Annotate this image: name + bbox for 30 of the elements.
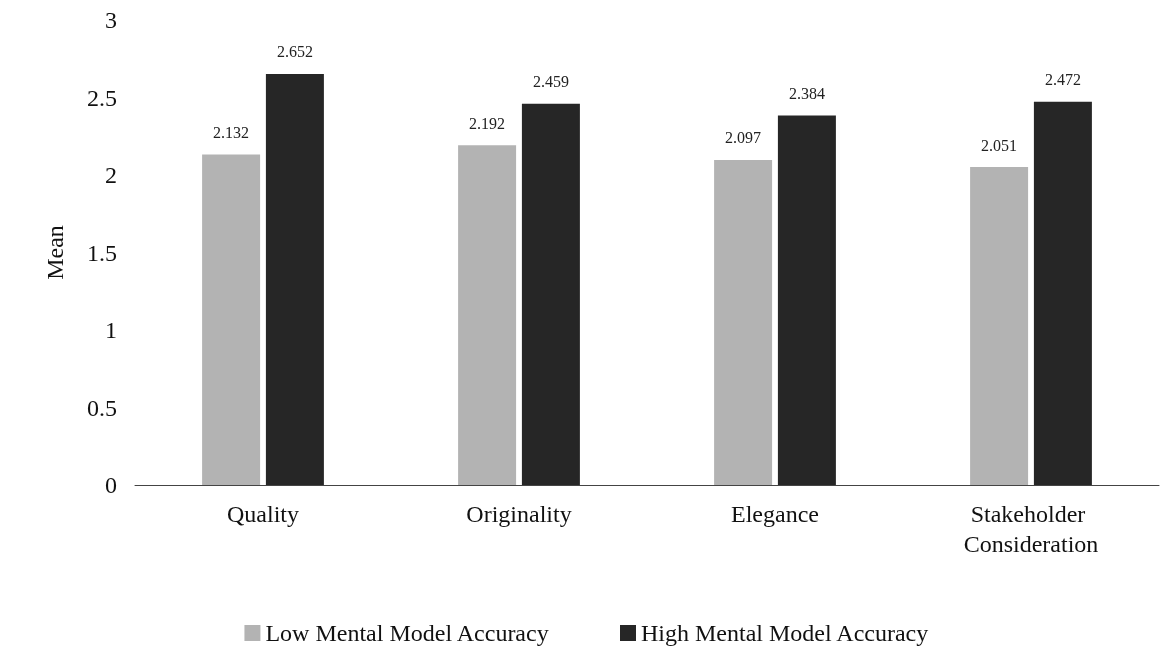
data-label: 2.459 [532, 73, 569, 91]
x-tick-label: Originality [466, 501, 572, 527]
y-tick-label: 1.5 [87, 239, 117, 266]
y-tick-label: 0.5 [87, 394, 117, 421]
y-tick-label: 0 [105, 472, 117, 498]
bar [777, 115, 836, 485]
data-label: 2.097 [725, 129, 762, 147]
bar [202, 154, 261, 485]
data-label: 2.384 [788, 84, 825, 102]
legend-label: Low Mental Model Accuracy [265, 620, 549, 646]
data-label: 2.051 [981, 136, 1018, 154]
y-tick-label: 3 [105, 7, 117, 33]
y-tick-label: 2 [105, 162, 117, 188]
bar [714, 159, 773, 485]
x-tick-label: Quality [227, 501, 299, 527]
x-tick-label: Stakeholder Consideration [963, 501, 1099, 557]
bar [970, 167, 1029, 485]
y-tick-label: 2.5 [87, 84, 117, 111]
bar [265, 73, 324, 485]
x-tick-label: Elegance [731, 501, 819, 527]
data-label: 2.192 [469, 114, 506, 132]
legend-label: High Mental Model Accuracy [641, 620, 929, 646]
bar [521, 103, 580, 485]
data-label: 2.652 [276, 43, 313, 61]
bar [458, 145, 517, 485]
data-label: 2.472 [1044, 71, 1081, 89]
data-label: 2.132 [213, 124, 250, 142]
y-axis-title: Mean [42, 225, 68, 280]
y-tick-label: 1 [105, 317, 117, 343]
bar [1033, 101, 1092, 485]
